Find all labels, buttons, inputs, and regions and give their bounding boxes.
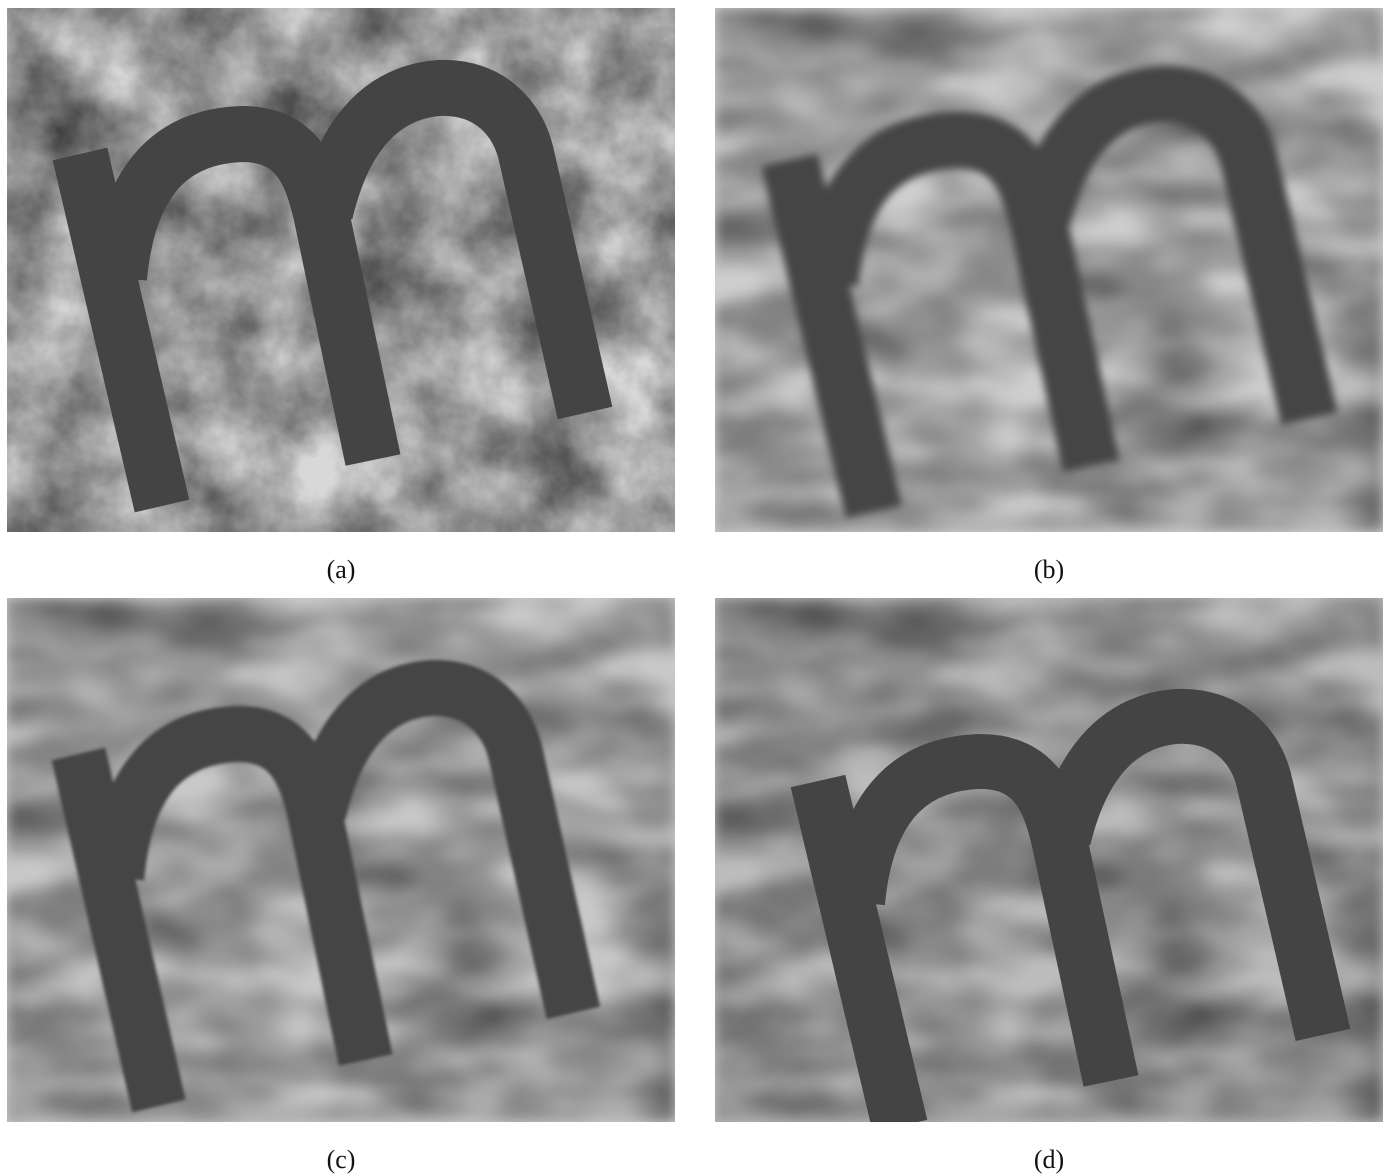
panel-image — [715, 8, 1383, 532]
panel-label: (b) — [1034, 555, 1064, 584]
panel-image — [7, 8, 675, 532]
letter-m — [52, 59, 613, 513]
panel-label: (c) — [327, 1145, 356, 1174]
panel-label: (d) — [1034, 1145, 1064, 1174]
letter-m — [790, 688, 1351, 1122]
panel-image — [715, 598, 1383, 1122]
panel-image — [7, 598, 675, 1122]
panel-label: (a) — [327, 555, 356, 584]
letter-m — [51, 659, 601, 1113]
letter-m — [761, 65, 1338, 519]
